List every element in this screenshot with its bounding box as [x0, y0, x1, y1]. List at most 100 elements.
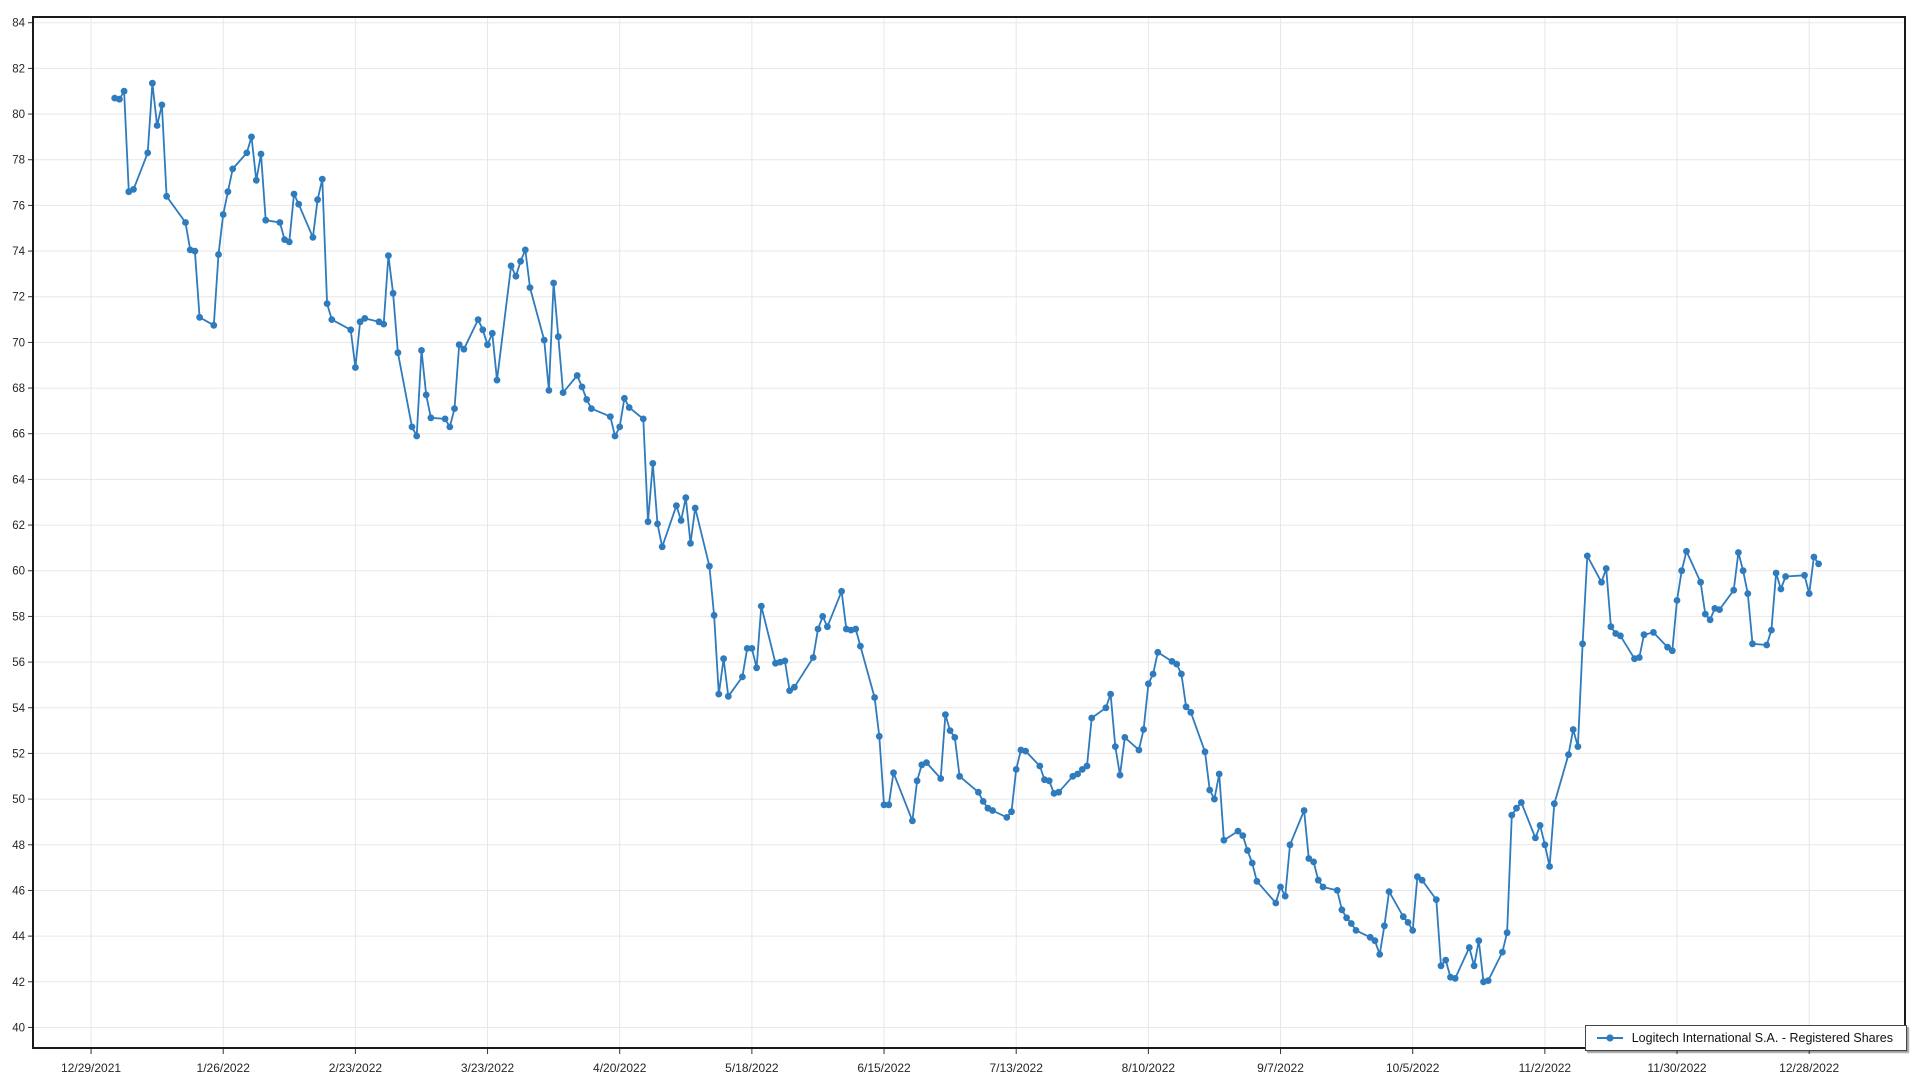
- y-tick-label: 64: [12, 474, 25, 486]
- data-point: [540, 336, 548, 344]
- data-point: [625, 404, 633, 411]
- y-tick-label: 72: [12, 292, 25, 304]
- data-point: [1730, 586, 1738, 594]
- data-point: [1763, 641, 1771, 649]
- data-point: [1499, 948, 1506, 956]
- y-tick-label: 42: [12, 977, 25, 989]
- x-tick-label: 11/30/2022: [1647, 1061, 1706, 1075]
- data-point: [455, 341, 463, 349]
- y-tick-label: 58: [12, 611, 25, 623]
- data-point: [554, 333, 562, 341]
- data-point: [427, 414, 435, 422]
- data-point: [1281, 892, 1289, 900]
- data-point: [1683, 547, 1690, 555]
- data-point: [975, 788, 982, 796]
- y-tick-label: 52: [12, 748, 25, 760]
- data-point: [1701, 610, 1709, 618]
- data-point: [1206, 786, 1214, 794]
- data-point: [224, 188, 232, 196]
- y-tick-label: 46: [12, 885, 25, 897]
- data-point: [857, 642, 864, 650]
- data-point: [314, 196, 321, 204]
- data-point: [441, 415, 449, 423]
- data-point: [588, 405, 595, 412]
- data-point: [1470, 962, 1478, 970]
- data-point: [1399, 913, 1407, 921]
- data-point: [1083, 762, 1091, 770]
- data-point: [1244, 847, 1251, 854]
- data-point: [1414, 873, 1421, 881]
- data-point: [791, 683, 798, 691]
- y-tick-label: 70: [12, 337, 25, 349]
- data-point: [1465, 944, 1473, 951]
- data-point: [814, 625, 822, 633]
- data-point: [578, 383, 586, 391]
- data-point: [639, 415, 647, 423]
- data-point: [285, 238, 293, 246]
- data-point: [488, 329, 496, 337]
- data-point: [743, 645, 751, 652]
- data-point: [361, 315, 369, 322]
- data-point: [1234, 827, 1242, 835]
- data-point: [956, 772, 963, 780]
- y-tick-label: 84: [12, 18, 25, 30]
- data-point: [389, 289, 397, 297]
- data-point: [644, 518, 652, 526]
- data-point: [248, 133, 255, 141]
- data-point: [1442, 956, 1450, 964]
- data-point: [809, 654, 817, 661]
- data-point: [1187, 708, 1195, 716]
- data-point: [1532, 834, 1539, 842]
- data-point: [1607, 623, 1615, 631]
- data-point: [356, 318, 364, 326]
- y-tick-label: 78: [12, 155, 25, 167]
- data-point: [757, 602, 765, 610]
- data-point: [710, 611, 718, 619]
- x-tick-label: 12/28/2022: [1779, 1061, 1839, 1075]
- data-point: [621, 394, 628, 402]
- data-point: [413, 432, 421, 440]
- data-point: [913, 777, 921, 785]
- data-point: [1135, 746, 1143, 754]
- data-point: [144, 149, 152, 157]
- y-tick-label: 74: [12, 246, 25, 258]
- y-tick-label: 68: [12, 383, 25, 395]
- plot-border: [32, 16, 1906, 1049]
- data-point: [352, 364, 359, 371]
- data-point: [1569, 726, 1577, 733]
- x-tick-label: 6/15/2022: [857, 1061, 911, 1075]
- data-point: [215, 251, 222, 258]
- data-point: [1598, 578, 1605, 586]
- data-point: [1272, 899, 1280, 907]
- data-point: [451, 405, 458, 412]
- data-point: [1617, 632, 1624, 640]
- data-point: [229, 165, 237, 173]
- data-point: [1697, 578, 1704, 586]
- data-point: [1111, 743, 1119, 750]
- legend-series-marker-icon: [1596, 1033, 1624, 1043]
- data-point: [658, 543, 666, 551]
- data-point: [1536, 822, 1544, 829]
- x-tick-label: 1/26/2022: [197, 1061, 251, 1075]
- data-point: [1012, 766, 1020, 773]
- data-point: [526, 284, 534, 291]
- data-point: [1574, 743, 1582, 750]
- data-point: [1045, 777, 1053, 785]
- y-tick-label: 60: [12, 566, 25, 578]
- data-point: [1418, 876, 1426, 884]
- data-point: [1277, 883, 1284, 891]
- data-point: [1253, 877, 1261, 885]
- data-point: [1437, 962, 1445, 970]
- data-point: [1319, 883, 1327, 891]
- data-point: [1583, 552, 1591, 560]
- data-point: [120, 87, 128, 95]
- data-point: [318, 175, 326, 183]
- data-point: [1805, 590, 1813, 597]
- data-point: [1815, 560, 1822, 568]
- data-point: [946, 727, 954, 734]
- data-point: [885, 801, 893, 809]
- data-point: [824, 623, 831, 631]
- data-point: [512, 272, 520, 280]
